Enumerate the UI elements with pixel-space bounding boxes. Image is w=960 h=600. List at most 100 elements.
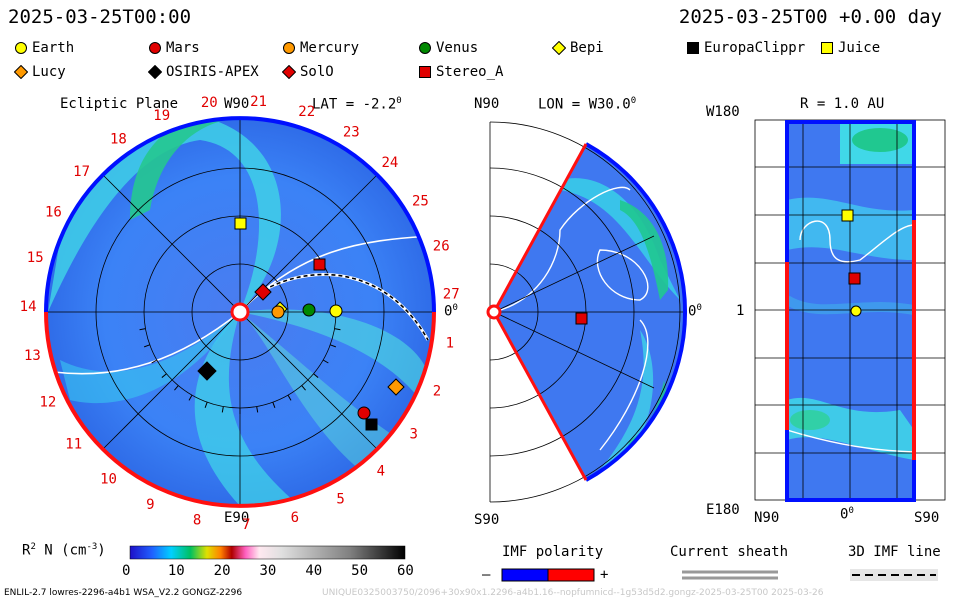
carrington-tick-label: 1 [446, 336, 454, 352]
imf-minus-label: – [482, 567, 491, 583]
meridional-wedge [486, 121, 688, 503]
legend-label: Venus [436, 40, 479, 56]
circle-icon [419, 42, 431, 54]
map-mid-left-label: 1 [736, 303, 745, 319]
legend-lucy: Lucy [14, 64, 66, 80]
carrington-tick-label: 7 [242, 517, 250, 533]
carrington-tick-label: 8 [193, 513, 201, 529]
juice-marker [234, 217, 247, 230]
colorbar-tick-label: 60 [397, 563, 414, 579]
footer-model-info: ENLIL-2.7 lowres-2296-a4b1 WSA_V2.2 GONG… [4, 588, 243, 598]
carrington-tick-label: 17 [73, 164, 90, 180]
colorbar-tick-label: 40 [305, 563, 323, 579]
map-bottom-tick-0: 00 [840, 506, 854, 523]
solo-marker [254, 283, 272, 301]
sun-marker [230, 302, 250, 322]
imf-polarity-title: IMF polarity [502, 544, 604, 560]
carrington-tick-label: 24 [381, 155, 398, 171]
colorbar-tick-label: 50 [351, 563, 369, 579]
current-sheath-legend [682, 570, 778, 580]
legend-label: Mars [166, 40, 200, 56]
current-sheath-title: Current sheath [670, 544, 789, 560]
legend-juice: Juice [820, 40, 880, 56]
carrington-tick-label: 11 [65, 437, 82, 453]
circle-icon [149, 42, 161, 54]
square-icon [419, 66, 431, 78]
legend-stereo-a: Stereo_A [418, 64, 503, 80]
carrington-tick-label: 3 [409, 427, 417, 443]
map-bottom-tick-n90: N90 [754, 510, 780, 526]
map-juice-marker [841, 209, 854, 222]
venus-marker [302, 303, 316, 317]
colorbar-tick-label: 20 [213, 563, 231, 579]
colorbar-tick-label: 0 [122, 563, 131, 579]
legend-label: Stereo_A [436, 64, 504, 80]
legend-label: Lucy [32, 64, 66, 80]
map-earth-marker [850, 305, 862, 317]
colorbar-label: R2 N (cm-3) [22, 542, 106, 559]
carrington-tick-label: 4 [377, 463, 385, 479]
carrington-tick-label: 22 [298, 104, 315, 120]
imf-3d-line-title: 3D IMF line [848, 544, 941, 560]
ecliptic-bottom-label: E90 [224, 510, 250, 526]
legend-europaclippr: EuropaClippr [686, 40, 805, 56]
legend-osiris-apex: OSIRIS-APEX [148, 64, 259, 80]
earth-marker [329, 304, 343, 318]
carrington-tick-label: 12 [39, 395, 56, 411]
legend-solo: SolO [282, 64, 334, 80]
legend-venus: Venus [418, 40, 478, 56]
carrington-tick-label: 21 [250, 94, 267, 110]
meridional-bottom-label: S90 [474, 512, 500, 528]
diamond-icon [14, 65, 28, 79]
ecliptic-right-label: 00 [444, 303, 458, 320]
lon-label: LON = W30.00 [538, 96, 637, 113]
diamond-icon [282, 65, 296, 79]
legend-label: OSIRIS-APEX [166, 64, 259, 80]
legend-label: EuropaClippr [704, 40, 806, 56]
imf-polarity-bar [501, 568, 595, 582]
lat-label: LAT = -2.20 [312, 96, 402, 113]
square-icon [821, 42, 833, 54]
stereo-a-marker [313, 258, 326, 271]
mars-marker [357, 406, 371, 420]
square-icon [687, 42, 699, 54]
europa-clipper-marker [365, 418, 378, 431]
carrington-tick-label: 10 [100, 471, 117, 487]
ecliptic-top-label: W90 [224, 96, 250, 112]
carrington-tick-label: 16 [45, 204, 62, 220]
legend-label: Juice [838, 40, 881, 56]
carrington-tick-label: 20 [201, 95, 218, 111]
lucy-marker [387, 378, 405, 396]
ecliptic-title: Ecliptic Plane [60, 96, 179, 112]
legend-label: Mercury [300, 40, 360, 56]
carrington-tick-label: 26 [433, 238, 450, 254]
map-title: R = 1.0 AU [800, 96, 885, 112]
carrington-tick-label: 2 [433, 383, 441, 399]
map-top-left-label: W180 [706, 104, 740, 120]
circle-icon [283, 42, 295, 54]
carrington-tick-label: 9 [146, 497, 154, 513]
diamond-icon [148, 65, 162, 79]
colorbar-tick-label: 10 [167, 563, 185, 579]
meridional-stereo-a-marker [575, 312, 588, 325]
colorbar-tick-label: 30 [259, 563, 277, 579]
carrington-tick-label: 23 [343, 125, 360, 141]
frame-datetime: 2025-03-25T00 +0.00 day [678, 6, 942, 28]
imf-plus-label: + [600, 567, 609, 583]
carrington-tick-label: 13 [24, 348, 41, 364]
carrington-tick-label: 14 [20, 299, 37, 315]
carrington-tick-label: 19 [153, 108, 170, 124]
legend-label: Earth [32, 40, 75, 56]
legend-label: Bepi [570, 40, 604, 56]
legend-bepi: Bepi [552, 40, 604, 56]
mercury-marker [271, 305, 285, 319]
model-datetime: 2025-03-25T00:00 [8, 6, 192, 28]
legend-mars: Mars [148, 40, 200, 56]
map-bottom-tick-s90: S90 [914, 510, 940, 526]
map-bottom-left-label: E180 [706, 502, 740, 518]
imf-3d-line-legend [850, 569, 938, 581]
legend-earth: Earth [14, 40, 74, 56]
meridional-top-label: N90 [474, 96, 500, 112]
